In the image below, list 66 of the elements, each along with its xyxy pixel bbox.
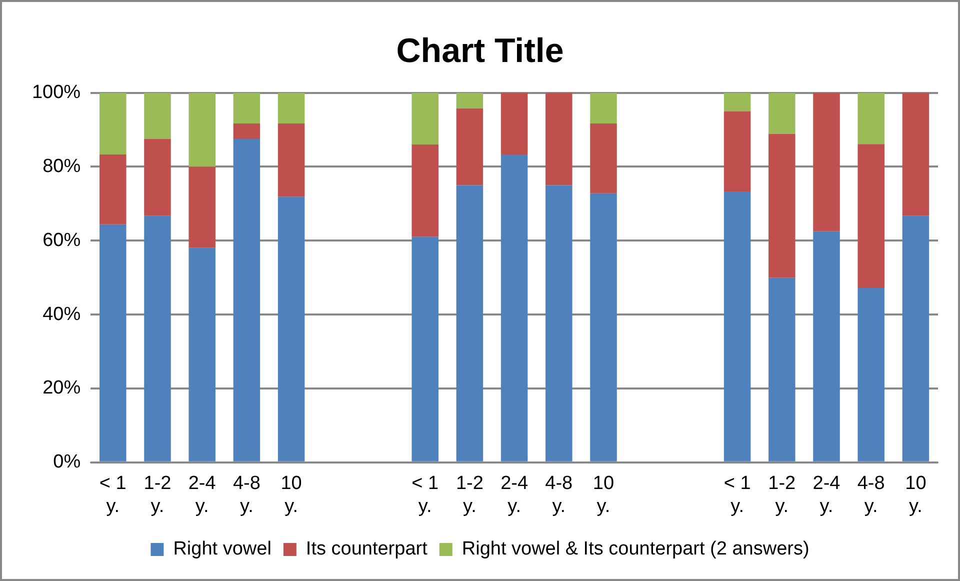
bar: [456, 108, 484, 186]
chart-title: Chart Title: [396, 32, 564, 70]
bar: [144, 216, 171, 462]
bar: [813, 92, 840, 232]
bar: [456, 185, 484, 462]
bar: [590, 193, 617, 462]
bar: [456, 92, 484, 108]
bar: [188, 248, 216, 462]
bar: [768, 92, 796, 134]
x-tick-label: 2-4 y.: [500, 473, 528, 517]
bar: [233, 123, 260, 139]
bar: [188, 166, 216, 248]
bar: [858, 144, 884, 288]
bar: [546, 92, 572, 186]
bar: [590, 123, 617, 194]
bar: [590, 92, 617, 124]
bar: [500, 154, 528, 462]
bar: [902, 92, 930, 216]
legend-label: Its counterpart: [306, 538, 428, 560]
bar: [858, 288, 884, 462]
x-tick-label: < 1 y.: [724, 473, 751, 517]
bar: [724, 111, 751, 192]
legend-label: Right vowel & Its counterpart (2 answers): [462, 538, 810, 560]
bar: [278, 123, 305, 197]
x-tick-label: 10 y.: [280, 473, 302, 517]
bar: [902, 216, 930, 462]
y-tick-label: 20%: [42, 378, 81, 399]
x-tick-label: 1-2 y.: [144, 473, 172, 517]
bar: [100, 92, 126, 155]
x-tick-label: 10 y.: [905, 473, 926, 517]
bar: [278, 92, 305, 124]
bar: [188, 92, 216, 167]
x-tick-label: 10 y.: [592, 473, 614, 517]
x-tick-label: 4-8 y.: [232, 473, 260, 517]
x-tick-label: 4-8 y.: [545, 473, 573, 517]
bar: [144, 139, 171, 216]
y-tick-label: 100%: [32, 82, 81, 104]
x-tick-label: 1-2 y.: [768, 473, 796, 517]
x-tick-label: 2-4 y.: [812, 473, 841, 517]
bar: [858, 92, 884, 144]
bar: [813, 231, 840, 462]
bar: [724, 191, 751, 462]
legend-label: Right vowel: [173, 538, 272, 560]
bar: [412, 236, 438, 462]
y-tick-label: 80%: [42, 156, 81, 177]
bar: [100, 224, 126, 462]
bar: [500, 92, 528, 155]
x-tick-label: < 1 y.: [99, 473, 126, 517]
y-tick-label: 40%: [42, 304, 81, 325]
bar: [724, 92, 751, 112]
bar: [233, 139, 260, 462]
y-tick-label: 60%: [42, 230, 81, 251]
x-tick-label: 4-8 y.: [857, 473, 885, 517]
bar: [412, 92, 438, 145]
bar: [278, 196, 305, 462]
x-tick-label: 1-2 y.: [456, 473, 484, 517]
bar: [412, 144, 438, 237]
bar: [144, 92, 171, 139]
bar: [100, 154, 126, 224]
bar: [768, 134, 796, 278]
bar: [233, 92, 260, 124]
x-tick-label: 2-4 y.: [188, 473, 216, 517]
x-tick-label: < 1 y.: [412, 473, 439, 517]
y-tick-label: 0%: [53, 452, 81, 473]
bar: [546, 185, 572, 462]
bar: [768, 278, 796, 462]
